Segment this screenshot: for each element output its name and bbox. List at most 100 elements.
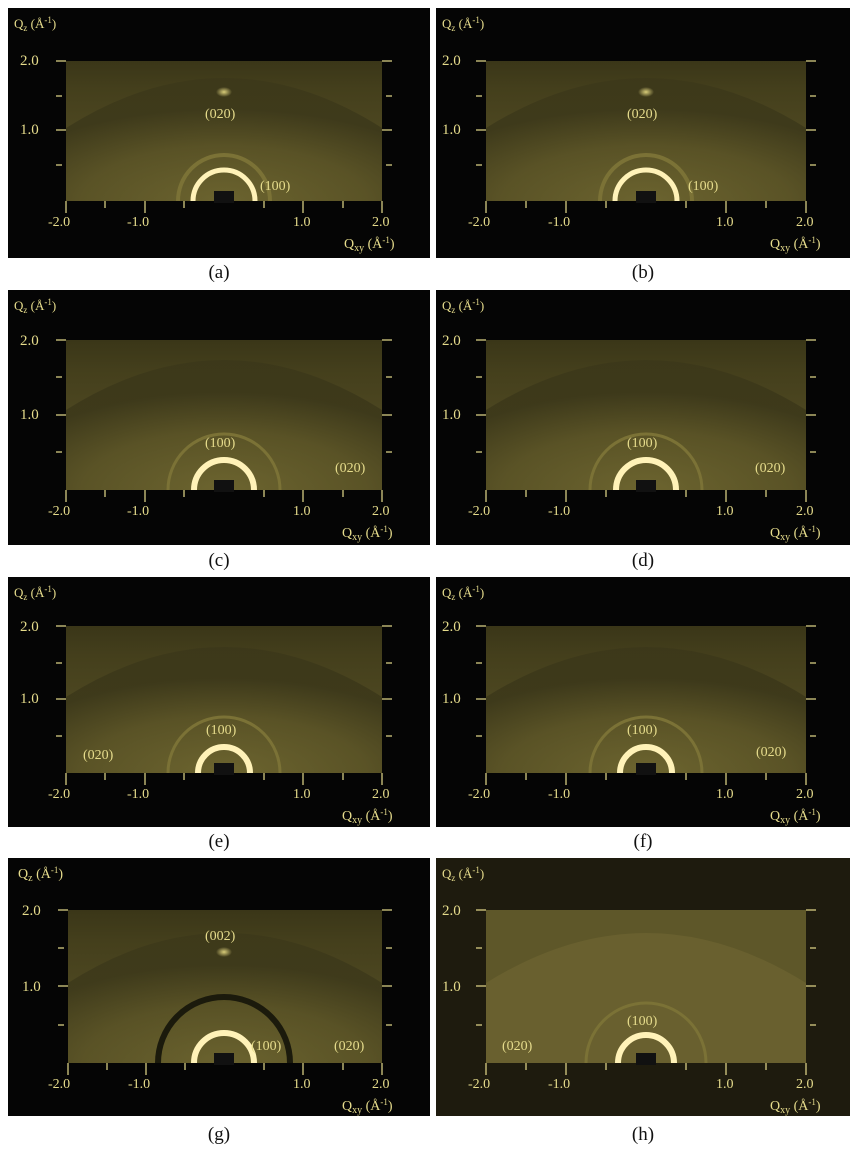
peak-spot: [216, 87, 232, 97]
y-tick-label: 2.0: [20, 333, 39, 349]
gisaxs-panel-h: Qz (Å-1) 2.0 1.0 -2.0 -1.0 1.0 2.0 Qxy (…: [436, 858, 850, 1116]
x-tick-label: 1.0: [293, 787, 311, 802]
x-tick-label: 2.0: [372, 504, 390, 519]
gisaxs-panel-a: Qz (Å-1) 2.0 1.0 -2.0 -1.0 1.0 2.0 Qxy (…: [8, 8, 430, 258]
y-tick-label: 2.0: [22, 903, 41, 919]
x-tick-label: -1.0: [548, 787, 570, 802]
beamstop: [636, 191, 656, 203]
beamstop: [636, 1053, 656, 1065]
x-tick-label: -1.0: [127, 787, 149, 802]
qz-axis-label: Qz (Å-1): [14, 584, 56, 602]
y-tick-label: 1.0: [442, 407, 461, 423]
x-tick-label: 2.0: [372, 215, 390, 230]
y-tick-label: 2.0: [20, 619, 39, 635]
giwaxs-map-h: Qz (Å-1) 2.0 1.0 -2.0 -1.0 1.0 2.0 Qxy (…: [442, 865, 821, 1116]
x-tick-label: 1.0: [716, 504, 734, 519]
beamstop: [636, 480, 656, 492]
map-dome: [66, 647, 382, 773]
y-tick-label: 1.0: [442, 122, 461, 138]
qz-axis-label: Qz (Å-1): [442, 865, 484, 883]
x-tick-label: 1.0: [293, 1077, 311, 1092]
x-tick-label: -1.0: [127, 215, 149, 230]
map-dome: [486, 933, 806, 1063]
x-tick-label: -2.0: [468, 504, 490, 519]
peak-label: (020): [335, 461, 366, 476]
x-tick-label: -1.0: [548, 1077, 570, 1092]
x-tick-label: -2.0: [48, 215, 70, 230]
gisaxs-panel-e: Qz (Å-1) 2.0 1.0 -2.0 -1.0 1.0 2.0 Qxy (…: [8, 577, 430, 827]
qxy-axis-label: Qxy (Å-1): [770, 807, 821, 826]
beamstop: [214, 191, 234, 203]
qxy-axis-label: Qxy (Å-1): [342, 1097, 393, 1116]
gisaxs-panel-c: Qz (Å-1) 2.0 1.0 -2.0 -1.0 1.0 2.0 Qxy (…: [8, 290, 430, 545]
y-tick-label: 2.0: [442, 903, 461, 919]
y-tick-label: 2.0: [20, 53, 39, 69]
qxy-axis-label: Qxy (Å-1): [342, 807, 393, 826]
bright-ring: [615, 1032, 677, 1064]
diffraction-ring: [588, 715, 704, 774]
bright-ring: [612, 167, 680, 202]
caption-h: (h): [631, 1124, 655, 1145]
y-tick-label: 1.0: [442, 691, 461, 707]
diffraction-ring: [155, 994, 293, 1064]
diffraction-ring: [598, 153, 694, 202]
beamstop: [214, 480, 234, 492]
caption-a: (a): [208, 262, 230, 283]
bright-ring: [613, 457, 679, 491]
peak-label: (100): [688, 179, 719, 194]
x-tick-label: -1.0: [127, 504, 149, 519]
peak-label: (100): [251, 1039, 282, 1054]
bright-ring: [191, 1030, 257, 1064]
qxy-axis-label: Qxy (Å-1): [342, 524, 393, 543]
peak-label: (020): [334, 1039, 365, 1054]
peak-label: (020): [627, 107, 658, 122]
y-tick-label: 1.0: [20, 691, 39, 707]
map-dome: [486, 360, 806, 490]
y-tick-label: 2.0: [442, 619, 461, 635]
y-tick-label: 2.0: [442, 333, 461, 349]
y-tick-label: 1.0: [442, 979, 461, 995]
x-tick-label: 1.0: [293, 504, 311, 519]
map-dome: [66, 78, 382, 201]
x-tick-label: -1.0: [128, 1077, 150, 1092]
x-tick-label: 2.0: [796, 215, 814, 230]
beamstop: [214, 763, 234, 775]
x-tick-label: 2.0: [372, 787, 390, 802]
peak-label: (100): [627, 723, 658, 738]
giwaxs-map-f: Qz (Å-1) 2.0 1.0 -2.0 -1.0 1.0 2.0 Qxy (…: [442, 584, 821, 826]
peak-spot: [216, 947, 232, 957]
giwaxs-map-g: Qz (Å-1) 2.0 1.0 -2.0 -1.0 1.0 2.0 Qxy (…: [18, 865, 393, 1116]
x-tick-label: 1.0: [716, 215, 734, 230]
x-tick-label: 2.0: [796, 504, 814, 519]
peak-label: (100): [206, 723, 237, 738]
caption-g: (g): [207, 1124, 231, 1145]
qxy-axis-label: Qxy (Å-1): [770, 1097, 821, 1116]
qz-axis-label: Qz (Å-1): [442, 297, 484, 315]
caption-f: (f): [633, 831, 653, 852]
diffraction-ring: [176, 153, 272, 202]
x-tick-label: 2.0: [372, 1077, 390, 1092]
x-tick-label: -1.0: [548, 215, 570, 230]
giwaxs-map-e: Qz (Å-1) 2.0 1.0 -2.0 -1.0 1.0 2.0 Qxy (…: [14, 584, 393, 826]
peak-label: (100): [260, 179, 291, 194]
peak-label: (100): [627, 1014, 658, 1029]
giwaxs-map-c: Qz (Å-1) 2.0 1.0 -2.0 -1.0 1.0 2.0 Qxy (…: [14, 297, 393, 543]
diffraction-ring: [584, 1001, 708, 1064]
peak-label: (100): [205, 436, 236, 451]
x-tick-label: 2.0: [796, 787, 814, 802]
peak-label: (020): [83, 748, 114, 763]
caption-d: (d): [631, 550, 655, 571]
map-dome: [486, 647, 806, 773]
map-dome: [66, 360, 382, 490]
bright-ring: [190, 167, 258, 202]
qxy-axis-label: Qxy (Å-1): [344, 235, 395, 254]
peak-label: (020): [756, 745, 787, 760]
beamstop: [214, 1053, 234, 1065]
qz-axis-label: Qz (Å-1): [442, 15, 484, 33]
giwaxs-map-d: Qz (Å-1) 2.0 1.0 -2.0 -1.0 1.0 2.0 Qxy (…: [442, 297, 821, 543]
map-dome: [486, 78, 806, 201]
qz-axis-label: Qz (Å-1): [442, 584, 484, 602]
qxy-axis-label: Qxy (Å-1): [770, 235, 821, 254]
bright-ring: [191, 457, 257, 491]
peak-label: (100): [627, 436, 658, 451]
